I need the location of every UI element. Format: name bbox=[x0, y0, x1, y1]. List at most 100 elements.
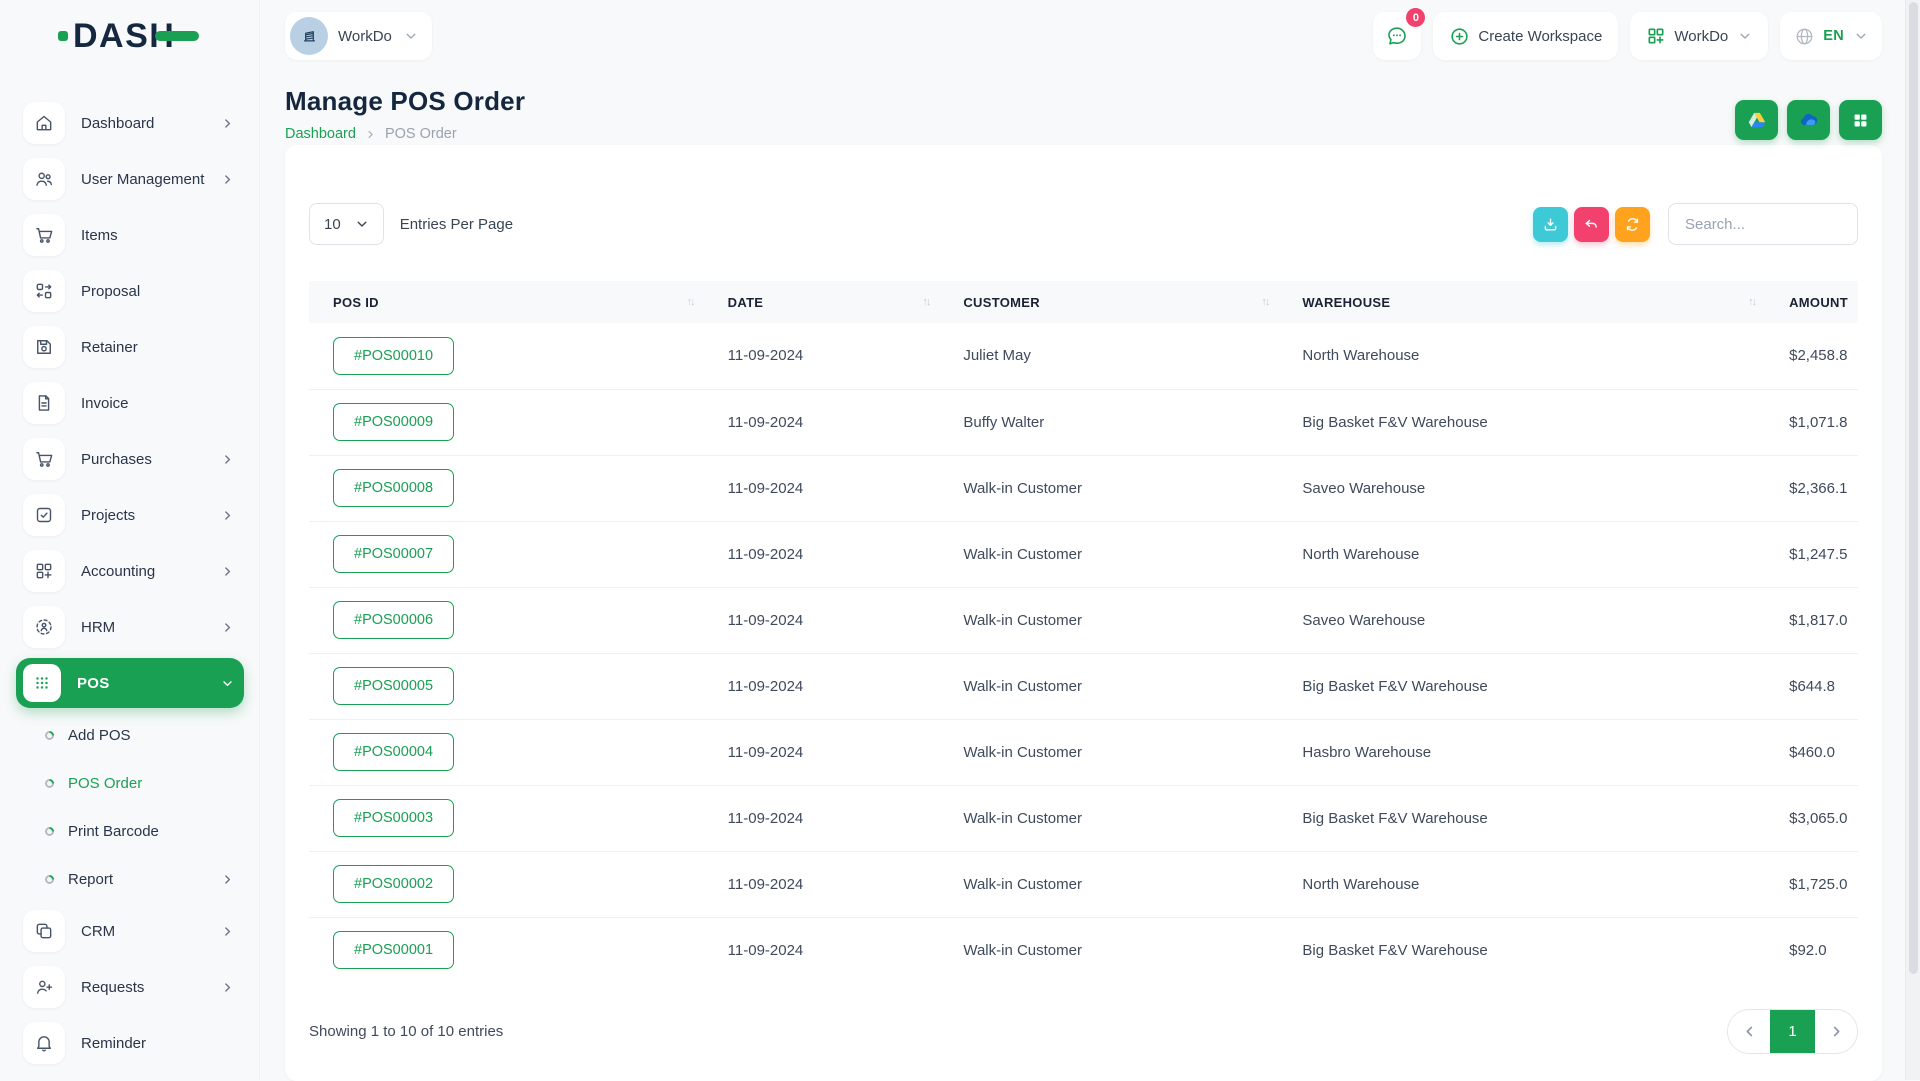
pos-id-button[interactable]: #POS00004 bbox=[333, 733, 455, 771]
next-page-button[interactable] bbox=[1815, 1010, 1857, 1053]
pos-id-button[interactable]: #POS00010 bbox=[333, 336, 455, 375]
reset-button[interactable] bbox=[1574, 206, 1609, 242]
previous-page-button[interactable] bbox=[1728, 1010, 1770, 1053]
search-input[interactable] bbox=[1668, 203, 1858, 245]
sidebar-item-label: Retainer bbox=[81, 338, 138, 356]
chevron-right-icon bbox=[221, 925, 234, 938]
workspace-name: WorkDo bbox=[338, 27, 392, 45]
home-icon bbox=[23, 102, 65, 144]
sidebar-item-crm[interactable]: CRM bbox=[16, 903, 244, 959]
sidebar-item-label: Dashboard bbox=[81, 114, 155, 132]
column-header-pos-id[interactable]: POS ID ↑↓ bbox=[309, 281, 704, 323]
cell-date: 11-09-2024 bbox=[703, 916, 940, 983]
breadcrumb-dashboard-link[interactable]: Dashboard bbox=[285, 126, 356, 142]
chevron-left-icon bbox=[1742, 1024, 1757, 1039]
pos-id-button[interactable]: #POS00003 bbox=[333, 799, 455, 837]
globe-icon bbox=[1794, 26, 1815, 47]
cell-warehouse: North Warehouse bbox=[1278, 520, 1766, 587]
column-header-customer[interactable]: CUSTOMER ↑↓ bbox=[939, 281, 1279, 323]
sidebar-subitem-pos-order[interactable]: POS Order bbox=[16, 759, 244, 807]
cell-customer: Walk-in Customer bbox=[939, 850, 1279, 917]
user-plus-icon bbox=[23, 966, 65, 1008]
sidebar-item-hrm[interactable]: HRM bbox=[16, 599, 244, 655]
scrollbar-thumb[interactable] bbox=[1909, 2, 1918, 974]
sidebar-item-accounting[interactable]: Accounting bbox=[16, 543, 244, 599]
topbar-actions: 0 Create Workspace WorkDo EN bbox=[1373, 8, 1882, 60]
sidebar-item-reminder[interactable]: Reminder bbox=[16, 1015, 244, 1071]
workdo-menu-button[interactable]: WorkDo bbox=[1630, 12, 1769, 60]
column-header-date[interactable]: DATE ↑↓ bbox=[703, 281, 940, 323]
language-code: EN bbox=[1823, 28, 1844, 44]
grid-plus-icon bbox=[1646, 26, 1666, 46]
table-row: #POS00001 11-09-2024 Walk-in Customer Bi… bbox=[309, 916, 1858, 983]
sidebar-item-requests[interactable]: Requests bbox=[16, 959, 244, 1015]
pos-id-button[interactable]: #POS00007 bbox=[333, 535, 455, 573]
pos-id-button[interactable]: #POS00009 bbox=[333, 403, 455, 441]
cell-customer: Walk-in Customer bbox=[939, 652, 1279, 719]
messages-button[interactable]: 0 bbox=[1373, 8, 1426, 60]
sidebar-item-retainer[interactable]: Retainer bbox=[16, 319, 244, 375]
table-row: #POS00002 11-09-2024 Walk-in Customer No… bbox=[309, 850, 1858, 917]
sidebar-item-user-management[interactable]: User Management bbox=[16, 151, 244, 207]
brand-logo[interactable]: DASH bbox=[58, 19, 200, 53]
create-workspace-button[interactable]: Create Workspace bbox=[1433, 12, 1619, 60]
sidebar-item-projects[interactable]: Projects bbox=[16, 487, 244, 543]
sidebar-item-label: Projects bbox=[81, 506, 136, 524]
cell-warehouse: Saveo Warehouse bbox=[1278, 586, 1766, 653]
onedrive-button[interactable] bbox=[1787, 100, 1830, 140]
entries-per-page-select[interactable]: 10 bbox=[309, 203, 384, 245]
entries-per-page-label: Entries Per Page bbox=[399, 215, 514, 233]
download-icon bbox=[1542, 216, 1559, 233]
cell-amount: $1,071.8 bbox=[1765, 388, 1858, 455]
table-row: #POS00004 11-09-2024 Walk-in Customer Ha… bbox=[309, 718, 1858, 785]
sidebar-item-pos[interactable]: POS bbox=[16, 658, 244, 708]
pos-id-button[interactable]: #POS00002 bbox=[333, 865, 455, 903]
chevron-right-icon bbox=[1829, 1024, 1844, 1039]
cell-customer: Buffy Walter bbox=[939, 388, 1279, 455]
page-number-button[interactable]: 1 bbox=[1770, 1010, 1815, 1053]
table-row: #POS00005 11-09-2024 Walk-in Customer Bi… bbox=[309, 652, 1858, 719]
column-header-warehouse[interactable]: WAREHOUSE ↑↓ bbox=[1278, 281, 1766, 323]
column-header-amount[interactable]: AMOUNT bbox=[1765, 281, 1858, 323]
sidebar-item-label: Accounting bbox=[81, 562, 156, 580]
pos-id-button[interactable]: #POS00005 bbox=[333, 667, 455, 705]
cell-warehouse: Hasbro Warehouse bbox=[1278, 718, 1766, 785]
pos-order-table: POS ID ↑↓ DATE ↑↓ CUSTOMER ↑↓ WAREHOUSE ↑↓ A… bbox=[309, 281, 1858, 983]
bell-icon bbox=[23, 1022, 65, 1064]
refresh-button[interactable] bbox=[1615, 206, 1650, 242]
cell-customer: Walk-in Customer bbox=[939, 586, 1279, 653]
export-button[interactable] bbox=[1533, 206, 1568, 242]
sidebar-item-proposal[interactable]: Proposal bbox=[16, 263, 244, 319]
sidebar-item-invoice[interactable]: Invoice bbox=[16, 375, 244, 431]
sort-icon: ↑↓ bbox=[686, 296, 696, 308]
google-drive-button[interactable] bbox=[1735, 100, 1778, 140]
chevron-down-icon bbox=[221, 677, 234, 690]
document-icon bbox=[23, 382, 65, 424]
sidebar-subitem-print-barcode[interactable]: Print Barcode bbox=[16, 807, 244, 855]
entries-value: 10 bbox=[324, 215, 341, 233]
cell-customer: Juliet May bbox=[963, 347, 1031, 365]
sidebar-item-items[interactable]: Items bbox=[16, 207, 244, 263]
chevron-right-icon bbox=[221, 117, 234, 130]
workspace-selector[interactable]: WorkDo bbox=[285, 12, 432, 60]
sidebar-subitem-add-pos[interactable]: Add POS bbox=[16, 711, 244, 759]
language-selector[interactable]: EN bbox=[1780, 12, 1882, 60]
bullet-icon bbox=[43, 728, 56, 742]
bullet-icon bbox=[43, 824, 56, 838]
pos-id-button[interactable]: #POS00006 bbox=[333, 601, 455, 639]
sort-icon: ↑↓ bbox=[1261, 296, 1270, 308]
sidebar-item-dashboard[interactable]: Dashboard bbox=[16, 95, 244, 151]
cell-customer: Walk-in Customer bbox=[939, 916, 1279, 983]
sidebar-item-label: HRM bbox=[81, 618, 116, 636]
table-controls: 10 Entries Per Page bbox=[309, 145, 1858, 245]
pos-id-button[interactable]: #POS00001 bbox=[333, 931, 455, 970]
apps-grid-button[interactable] bbox=[1839, 100, 1882, 140]
chevron-down-icon bbox=[1854, 29, 1868, 43]
breadcrumb: Dashboard POS Order bbox=[285, 126, 525, 142]
sidebar-item-purchases[interactable]: Purchases bbox=[16, 431, 244, 487]
pos-id-button[interactable]: #POS00008 bbox=[333, 469, 455, 507]
chevron-right-icon bbox=[221, 509, 234, 522]
sidebar-subitem-report[interactable]: Report bbox=[16, 855, 244, 903]
chevron-down-icon bbox=[1738, 29, 1752, 43]
bullet-icon bbox=[43, 872, 56, 886]
